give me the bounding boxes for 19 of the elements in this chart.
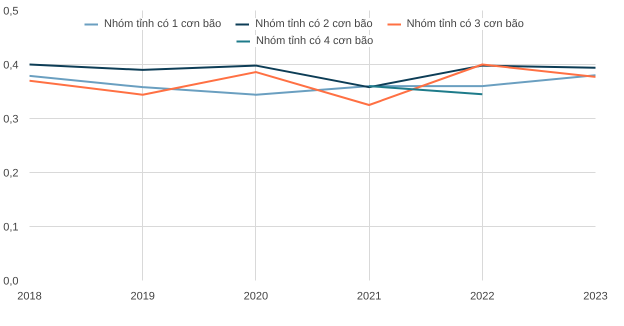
legend-label: Nhóm tỉnh có 4 cơn bão [256,35,374,47]
x-tick-label: 2020 [244,290,268,302]
x-tick-label: 2023 [583,290,608,302]
line-series [30,74,596,96]
legend-label: Nhóm tỉnh có 1 cơn bão [104,18,222,30]
legend-label: Nhóm tỉnh có 2 cơn bão [255,18,373,30]
y-tick-label: 0,5 [3,6,19,18]
x-tick-label: 2021 [356,290,382,302]
y-tick-label: 0,0 [3,276,19,288]
legend-label: Nhóm tỉnh có 3 cơn bão [406,18,524,30]
x-tick-label: 2019 [130,290,155,302]
x-tick-label: 2022 [470,290,495,302]
y-tick-label: 0,4 [3,60,19,72]
x-tick-label: 2018 [17,290,42,302]
y-tick-label: 0,2 [3,168,19,180]
y-tick-label: 0,3 [3,114,19,126]
line-series [30,64,596,106]
line-series [30,64,596,88]
y-tick-label: 0,1 [3,222,19,234]
